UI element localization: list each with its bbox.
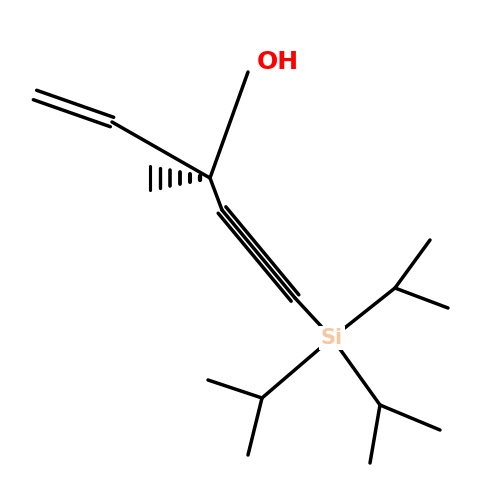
- Text: OH: OH: [257, 50, 299, 74]
- Text: Si: Si: [321, 328, 343, 348]
